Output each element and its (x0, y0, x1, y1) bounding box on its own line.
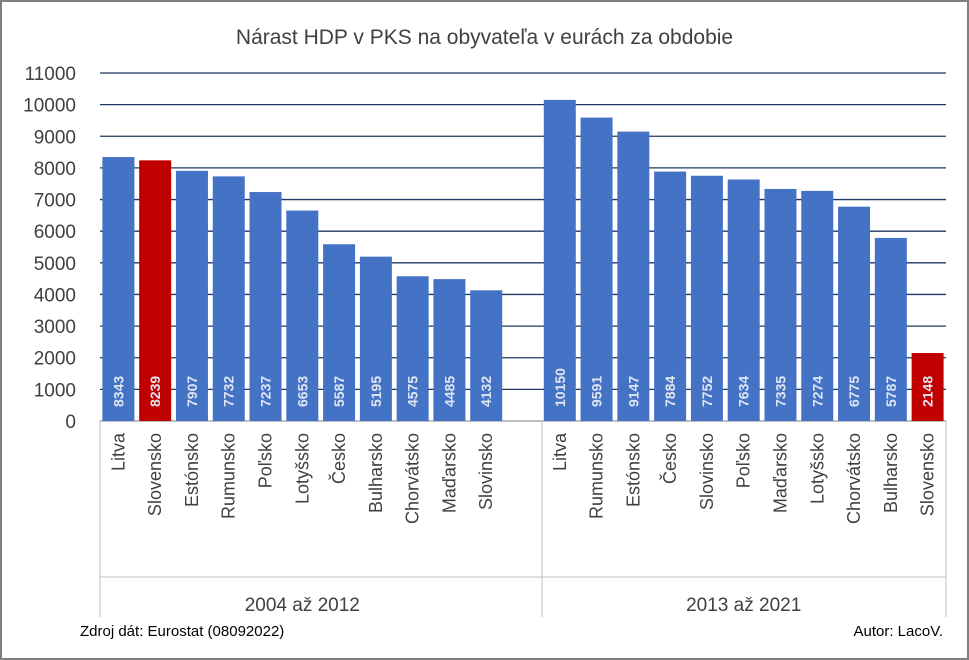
category-label: Maďarsko (439, 433, 459, 513)
data-label: 8239 (147, 376, 163, 407)
category-label: Estónsko (182, 433, 202, 507)
data-label: 6775 (846, 376, 862, 407)
category-label: Maďarsko (770, 433, 790, 513)
category-label: Rumunsko (219, 433, 239, 519)
category-label: Slovensko (918, 433, 938, 516)
data-label: 7752 (699, 376, 715, 407)
bar (911, 353, 944, 421)
data-label: 5787 (883, 376, 899, 407)
bar (764, 188, 797, 421)
category-label: Lotyšsko (807, 433, 827, 504)
bar (838, 206, 871, 421)
data-label: 2148 (920, 376, 936, 407)
bar (617, 131, 650, 421)
y-tick-label: 1000 (34, 380, 76, 401)
category-label: Bulharsko (366, 433, 386, 513)
category-label: Chorvátsko (403, 433, 423, 524)
category-label: Litva (550, 432, 570, 471)
category-label: Slovensko (145, 433, 165, 516)
x-axis-categories: Litva Slovensko Estónsko Rumunsko Poľsko Loty… (99, 421, 947, 617)
data-label: 6653 (294, 376, 310, 407)
category-label: Lotyšsko (292, 433, 312, 504)
category-label: Slovinsko (697, 433, 717, 510)
bar (175, 170, 208, 421)
data-label: 8343 (110, 376, 126, 407)
data-label: 4132 (478, 376, 494, 407)
bar (433, 279, 466, 421)
data-label: 9591 (589, 376, 605, 407)
y-tick-label: 0 (65, 412, 76, 433)
data-label: 4575 (405, 376, 421, 407)
bar (286, 210, 319, 421)
bar (323, 244, 356, 421)
y-axis-ticks: 0 1000 2000 3000 4000 5000 6000 7000 8000 9000 100… (23, 64, 76, 433)
bar (212, 176, 245, 421)
bar (727, 179, 760, 421)
category-label: Poľsko (734, 433, 754, 488)
bar (543, 99, 576, 422)
y-tick-label: 7000 (34, 191, 76, 212)
group-label: 2004 až 2012 (245, 595, 360, 616)
bar (359, 256, 392, 421)
category-label: Česko (328, 433, 349, 484)
data-label: 5195 (368, 376, 384, 407)
data-label: 7907 (184, 376, 200, 407)
bar (249, 192, 282, 421)
data-label: 7274 (809, 376, 825, 407)
bar (396, 276, 429, 421)
bar (139, 160, 172, 421)
category-label: Chorvátsko (844, 433, 864, 524)
bar (690, 175, 723, 421)
y-tick-label: 9000 (34, 127, 76, 148)
category-label: Česko (659, 433, 680, 484)
bar (801, 190, 834, 421)
y-tick-label: 3000 (34, 317, 76, 338)
author-note: Autor: LacoV. (853, 623, 943, 640)
category-label: Estónsko (623, 433, 643, 507)
bar (654, 171, 687, 421)
y-tick-label: 2000 (34, 349, 76, 370)
bar (470, 290, 503, 421)
category-label: Slovinsko (476, 433, 496, 510)
data-label: 7335 (772, 376, 788, 407)
bar (102, 157, 135, 422)
data-label: 7237 (258, 376, 274, 407)
group-label: 2013 až 2021 (686, 595, 801, 616)
chart-title: Nárast HDP v PKS na obyvateľa v eurách z… (235, 26, 734, 49)
y-tick-label: 4000 (34, 285, 76, 306)
category-label: Litva (108, 432, 128, 471)
category-label: Rumunsko (587, 433, 607, 519)
data-label: 5587 (331, 376, 347, 407)
data-label: 9147 (625, 376, 641, 407)
y-tick-label: 10000 (23, 96, 76, 117)
data-label: 7732 (221, 376, 237, 407)
data-label: 10150 (552, 368, 568, 407)
bar (874, 237, 907, 421)
y-tick-label: 11000 (25, 64, 76, 85)
source-note: Zdroj dát: Eurostat (08092022) (80, 623, 285, 640)
data-label: 7884 (662, 376, 678, 407)
data-label: 7634 (736, 376, 752, 407)
data-label: 4485 (441, 376, 457, 407)
bar (580, 117, 613, 422)
category-label: Bulharsko (881, 433, 901, 513)
y-tick-label: 8000 (34, 159, 76, 180)
category-label: Poľsko (256, 433, 276, 488)
y-tick-label: 5000 (34, 254, 76, 275)
y-tick-label: 6000 (34, 222, 76, 243)
bars: 8343 8239 7907 7732 7237 6653 5587 5195 4575 4485… (102, 99, 944, 422)
